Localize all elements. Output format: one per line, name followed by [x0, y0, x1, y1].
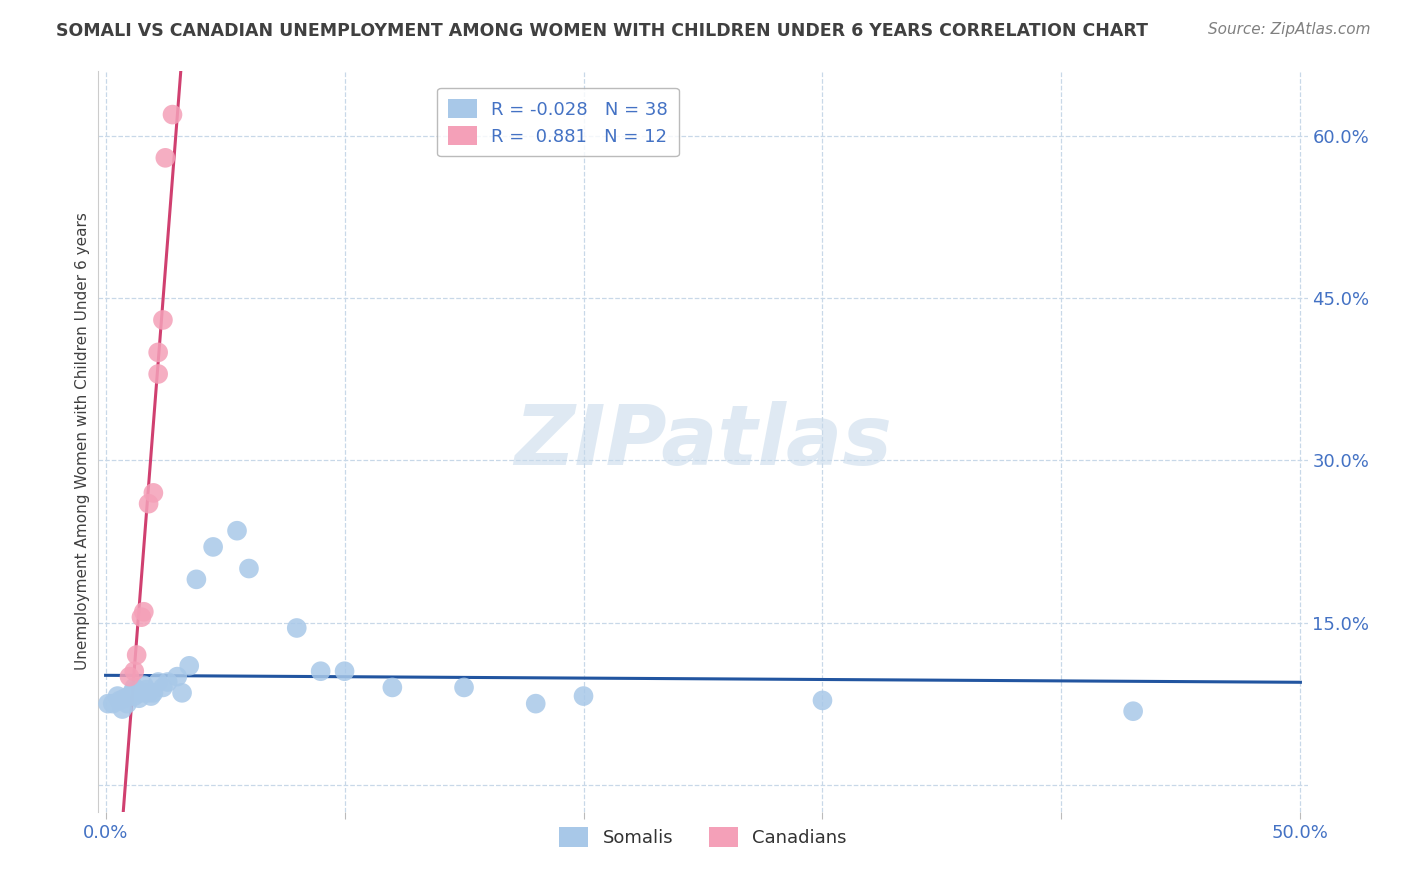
Point	[155, 151, 177, 165]
Point	[156, 675, 179, 690]
Point	[285, 621, 308, 635]
Point	[138, 686, 160, 700]
Point	[309, 664, 332, 678]
Point	[138, 497, 160, 511]
Point	[162, 107, 184, 121]
Text: SOMALI VS CANADIAN UNEMPLOYMENT AMONG WOMEN WITH CHILDREN UNDER 6 YEARS CORRELAT: SOMALI VS CANADIAN UNEMPLOYMENT AMONG WO…	[56, 22, 1149, 40]
Point	[453, 681, 475, 695]
Point	[118, 689, 141, 703]
Point	[1122, 704, 1144, 718]
Point	[146, 345, 169, 359]
Text: ZIPatlas: ZIPatlas	[515, 401, 891, 482]
Point	[111, 702, 134, 716]
Legend: Somalis, Canadians: Somalis, Canadians	[551, 820, 855, 855]
Y-axis label: Unemployment Among Women with Children Under 6 years: Unemployment Among Women with Children U…	[75, 212, 90, 671]
Point	[132, 678, 155, 692]
Point	[166, 670, 188, 684]
Point	[101, 697, 124, 711]
Point	[115, 697, 138, 711]
Point	[170, 686, 193, 700]
Point	[125, 648, 148, 662]
Point	[142, 486, 165, 500]
Point	[202, 540, 225, 554]
Point	[135, 682, 157, 697]
Text: Source: ZipAtlas.com: Source: ZipAtlas.com	[1208, 22, 1371, 37]
Point	[146, 675, 169, 690]
Point	[128, 691, 150, 706]
Point	[131, 610, 153, 624]
Point	[132, 605, 155, 619]
Point	[226, 524, 249, 538]
Point	[97, 697, 120, 711]
Point	[122, 689, 145, 703]
Point	[146, 367, 169, 381]
Point	[122, 681, 145, 695]
Point	[121, 686, 143, 700]
Point	[811, 693, 834, 707]
Point	[108, 693, 131, 707]
Point	[125, 682, 148, 697]
Point	[107, 689, 129, 703]
Point	[122, 664, 145, 678]
Point	[139, 689, 162, 703]
Point	[572, 689, 595, 703]
Point	[152, 681, 174, 695]
Point	[131, 686, 153, 700]
Point	[118, 670, 141, 684]
Point	[152, 313, 174, 327]
Point	[142, 686, 165, 700]
Point	[179, 658, 201, 673]
Point	[186, 572, 208, 586]
Point	[524, 697, 547, 711]
Point	[238, 561, 260, 575]
Point	[381, 681, 404, 695]
Point	[333, 664, 356, 678]
Point	[114, 691, 136, 706]
